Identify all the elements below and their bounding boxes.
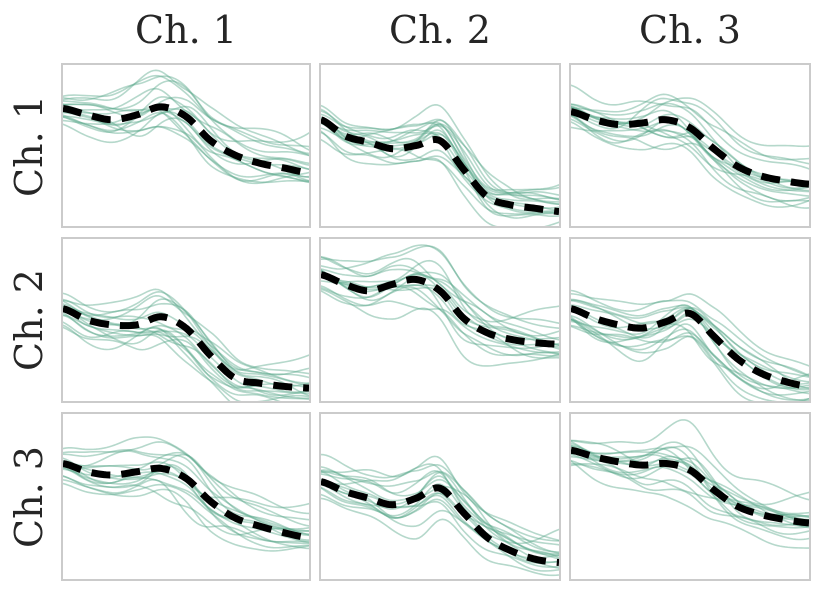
subplot-r1c3-canvas bbox=[571, 65, 809, 226]
panel-grid bbox=[61, 63, 812, 581]
subplot-r3c1-canvas bbox=[63, 414, 309, 579]
row-label-ch2-text: Ch. 2 bbox=[7, 269, 52, 371]
subplot-r3c3 bbox=[569, 412, 811, 581]
subplot-r3c2 bbox=[319, 412, 561, 581]
subplot-r1c2-canvas bbox=[321, 65, 559, 226]
subplot-r1c1-canvas bbox=[63, 65, 309, 226]
subplot-r2c1-canvas bbox=[63, 239, 309, 401]
subplot-r3c3-canvas bbox=[571, 414, 809, 579]
column-title-ch3: Ch. 3 bbox=[639, 8, 741, 52]
subplot-r3c2-canvas bbox=[321, 414, 559, 579]
row-label-ch3: Ch. 3 bbox=[0, 412, 58, 581]
subplot-r2c2 bbox=[319, 237, 561, 403]
subplot-r2c2-canvas bbox=[321, 239, 559, 401]
subplot-r1c1 bbox=[61, 63, 311, 228]
subplot-r2c3-canvas bbox=[571, 239, 809, 401]
row-label-ch1: Ch. 1 bbox=[0, 63, 58, 228]
subplot-r2c1 bbox=[61, 237, 311, 403]
row-label-ch1-text: Ch. 1 bbox=[7, 94, 52, 197]
column-title-ch2: Ch. 2 bbox=[389, 8, 491, 52]
subplot-r1c3 bbox=[569, 63, 811, 228]
column-title-ch1: Ch. 1 bbox=[135, 8, 237, 52]
subplot-r1c2 bbox=[319, 63, 561, 228]
subplot-r2c3 bbox=[569, 237, 811, 403]
subplot-r3c1 bbox=[61, 412, 311, 581]
row-label-ch3-text: Ch. 3 bbox=[7, 445, 52, 548]
row-label-ch2: Ch. 2 bbox=[0, 237, 58, 403]
